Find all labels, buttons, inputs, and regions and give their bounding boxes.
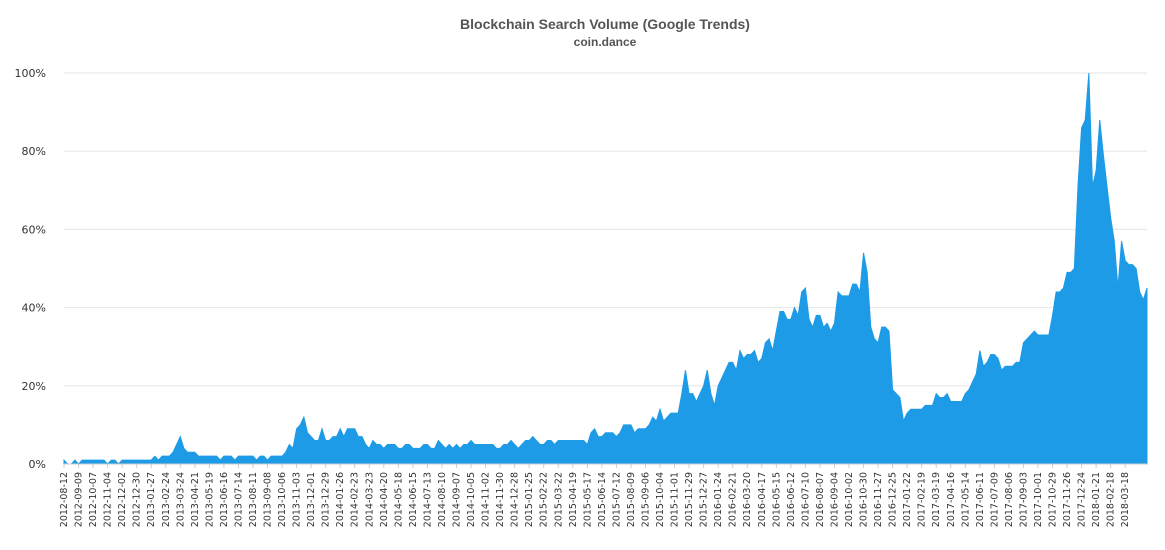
x-tick-label: 2013-10-06 (277, 472, 288, 527)
x-tick-label: 2013-03-24 (175, 472, 186, 527)
x-tick-label: 2013-11-03 (292, 472, 303, 527)
x-tick-label: 2013-12-01 (306, 472, 317, 527)
x-tick-label: 2014-02-23 (350, 472, 361, 527)
x-tick-label: 2015-03-22 (553, 472, 564, 527)
x-tick-label: 2017-10-29 (1048, 472, 1059, 527)
x-tick-label: 2014-06-15 (408, 472, 419, 527)
x-tick-label: 2012-09-09 (74, 472, 85, 527)
y-tick-label: 20% (22, 380, 46, 393)
x-tick-label: 2015-06-14 (597, 472, 608, 527)
x-tick-label: 2015-08-09 (626, 472, 637, 527)
x-tick-label: 2013-09-08 (263, 472, 274, 527)
x-tick-label: 2013-04-21 (190, 472, 201, 527)
x-tick-label: 2016-12-25 (888, 472, 899, 527)
x-tick-label: 2018-01-21 (1091, 472, 1102, 527)
x-tick-label: 2016-11-27 (873, 472, 884, 527)
x-tick-label: 2018-02-18 (1106, 472, 1117, 527)
x-tick-label: 2012-08-12 (59, 472, 70, 527)
chart-subtitle: coin.dance (574, 35, 637, 49)
x-tick-label: 2016-03-20 (742, 472, 753, 527)
x-tick-label: 2012-12-02 (117, 472, 128, 527)
x-tick-label: 2013-02-24 (161, 472, 172, 527)
x-tick-label: 2016-04-17 (757, 472, 768, 527)
x-tick-label: 2016-10-02 (844, 472, 855, 527)
x-tick-label: 2013-01-27 (146, 472, 157, 527)
x-tick-label: 2017-05-14 (960, 472, 971, 527)
x-tick-label: 2017-06-11 (975, 472, 986, 527)
x-tick-label: 2017-08-06 (1004, 472, 1015, 527)
x-tick-label: 2013-12-29 (321, 472, 332, 527)
x-tick-label: 2014-11-02 (481, 472, 492, 527)
x-tick-label: 2015-04-19 (568, 472, 579, 527)
x-tick-label: 2015-07-12 (611, 472, 622, 527)
y-tick-label: 100% (15, 67, 46, 80)
x-tick-label: 2016-10-30 (859, 472, 870, 527)
x-tick-label: 2016-05-15 (771, 472, 782, 527)
x-tick-label: 2014-11-30 (495, 472, 506, 527)
x-tick-label: 2012-11-04 (103, 472, 114, 527)
y-tick-label: 80% (22, 145, 46, 158)
chart-title: Blockchain Search Volume (Google Trends) (460, 16, 750, 32)
x-axis-ticks: 2012-08-12 2012-09-09 2012-10-07 2012-11-04… (59, 464, 1131, 527)
y-tick-label: 0% (29, 458, 46, 471)
x-tick-label: 2013-08-11 (248, 472, 259, 527)
x-tick-label: 2014-12-28 (510, 472, 521, 527)
x-tick-label: 2016-01-24 (713, 472, 724, 527)
x-tick-label: 2016-07-10 (800, 472, 811, 527)
x-tick-label: 2013-06-16 (219, 472, 230, 527)
x-tick-label: 2014-10-05 (466, 472, 477, 527)
x-tick-label: 2015-02-22 (539, 472, 550, 527)
x-tick-label: 2017-04-16 (946, 472, 957, 527)
x-tick-label: 2016-09-04 (829, 472, 840, 527)
x-tick-label: 2012-12-30 (132, 472, 143, 527)
x-tick-label: 2014-08-10 (437, 472, 448, 527)
x-tick-label: 2017-02-19 (917, 472, 928, 527)
series-area (63, 72, 1148, 465)
y-axis-ticks: 0% 20% 40% 60% 80% 100% (15, 67, 46, 471)
x-tick-label: 2014-05-18 (393, 472, 404, 527)
x-tick-label: 2014-09-07 (452, 472, 463, 527)
x-tick-label: 2015-05-17 (582, 472, 593, 527)
x-tick-label: 2017-11-26 (1062, 472, 1073, 527)
x-tick-label: 2014-03-23 (364, 472, 375, 527)
search-volume-area (63, 72, 1148, 465)
x-tick-label: 2015-10-04 (655, 472, 666, 527)
x-tick-label: 2017-12-24 (1077, 472, 1088, 527)
x-tick-label: 2016-02-21 (728, 472, 739, 527)
x-tick-label: 2014-04-20 (379, 472, 390, 527)
x-tick-label: 2013-05-19 (204, 472, 215, 527)
x-tick-label: 2014-01-26 (335, 472, 346, 527)
x-tick-label: 2013-07-14 (233, 472, 244, 527)
x-tick-label: 2017-09-03 (1018, 472, 1029, 527)
x-tick-label: 2015-11-01 (670, 472, 681, 527)
x-tick-label: 2016-08-07 (815, 472, 826, 527)
x-tick-label: 2015-01-25 (524, 472, 535, 527)
x-tick-label: 2015-11-29 (684, 472, 695, 527)
x-tick-label: 2018-03-18 (1120, 472, 1131, 527)
y-tick-label: 40% (22, 302, 46, 315)
x-tick-label: 2017-03-19 (931, 472, 942, 527)
x-tick-label: 2017-01-22 (902, 472, 913, 527)
x-tick-label: 2015-09-06 (640, 472, 651, 527)
x-tick-label: 2015-12-27 (699, 472, 710, 527)
x-tick-label: 2017-07-09 (989, 472, 1000, 527)
x-tick-label: 2017-10-01 (1033, 472, 1044, 527)
x-tick-label: 2014-07-13 (422, 472, 433, 527)
x-tick-label: 2016-06-12 (786, 472, 797, 527)
y-tick-label: 60% (22, 223, 46, 236)
x-tick-label: 2012-10-07 (88, 472, 99, 527)
